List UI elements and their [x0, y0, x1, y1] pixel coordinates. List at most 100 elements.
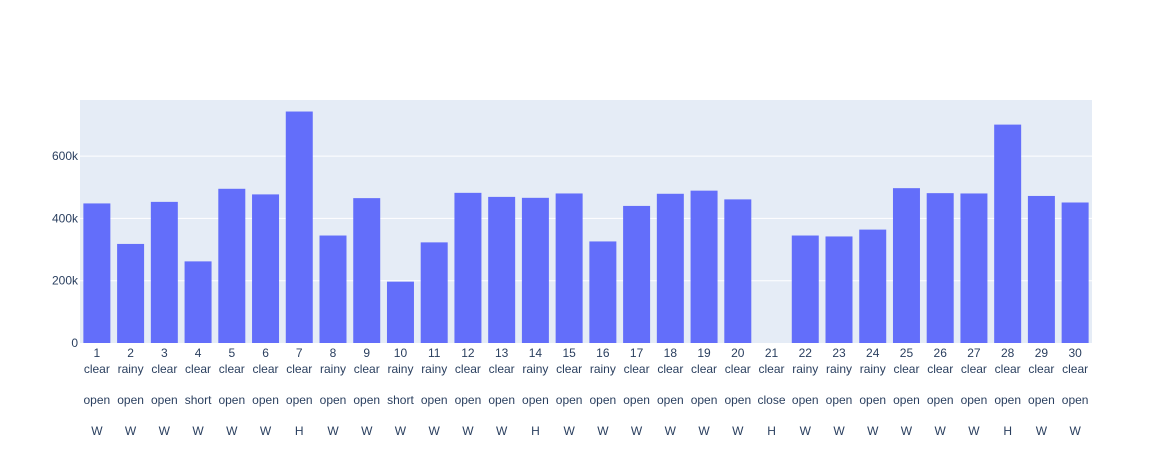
bar	[656, 193, 684, 343]
x-tick-day: 10	[394, 346, 408, 360]
x-tick-status: close	[758, 393, 786, 407]
x-tick-day: 16	[596, 346, 610, 360]
x-tick-status: open	[117, 393, 144, 407]
x-tick-status: open	[218, 393, 245, 407]
bar	[555, 193, 583, 343]
x-tick-type: W	[462, 424, 474, 438]
x-tick-day: 25	[900, 346, 914, 360]
x-tick-type: W	[800, 424, 812, 438]
x-tick-type: H	[531, 424, 540, 438]
x-tick-day: 23	[832, 346, 846, 360]
x-tick-type: W	[1036, 424, 1048, 438]
x-tick-status: open	[657, 393, 684, 407]
bar	[252, 194, 280, 343]
x-tick-type: W	[260, 424, 272, 438]
bar	[386, 281, 414, 343]
x-tick-status: open	[961, 393, 988, 407]
x-tick-type: W	[496, 424, 508, 438]
x-tick-weather: rainy	[118, 362, 144, 376]
bar	[218, 188, 246, 343]
bar	[184, 261, 212, 343]
bar	[1061, 202, 1089, 343]
x-tick-day: 18	[664, 346, 678, 360]
x-tick-day: 8	[330, 346, 337, 360]
x-tick-day: 4	[195, 346, 202, 360]
x-tick-type: W	[597, 424, 609, 438]
x-tick-day: 30	[1068, 346, 1082, 360]
y-tick-label: 200k	[52, 274, 79, 288]
x-tick-day: 12	[461, 346, 475, 360]
bar	[791, 235, 819, 343]
x-tick-day: 7	[296, 346, 303, 360]
x-tick-status: open	[590, 393, 617, 407]
x-tick-type: W	[192, 424, 204, 438]
bar	[1027, 195, 1055, 343]
x-tick-day: 1	[94, 346, 101, 360]
x-tick-day: 22	[799, 346, 813, 360]
x-tick-weather: rainy	[826, 362, 852, 376]
x-tick-type: W	[563, 424, 575, 438]
x-tick-status: open	[84, 393, 111, 407]
x-tick-status: open	[623, 393, 650, 407]
bar	[892, 188, 920, 343]
x-tick-weather: clear	[253, 362, 279, 376]
x-tick-weather: rainy	[421, 362, 447, 376]
x-tick-status: open	[927, 393, 954, 407]
x-tick-weather: clear	[286, 362, 312, 376]
x-tick-weather: clear	[151, 362, 177, 376]
bar	[960, 193, 988, 343]
x-tick-day: 29	[1035, 346, 1049, 360]
x-tick-status: open	[286, 393, 313, 407]
y-tick-label: 600k	[52, 149, 79, 163]
x-tick-weather: clear	[961, 362, 987, 376]
x-tick-status: open	[522, 393, 549, 407]
bars	[83, 111, 1089, 344]
x-tick-type: H	[767, 424, 776, 438]
y-tick-label: 0	[71, 336, 78, 350]
x-tick-weather: rainy	[792, 362, 818, 376]
x-tick-status: open	[1062, 393, 1089, 407]
plot-background	[80, 100, 1092, 343]
x-tick-type: W	[125, 424, 137, 438]
x-tick-day: 20	[731, 346, 745, 360]
x-tick-status: open	[893, 393, 920, 407]
x-tick-type: W	[395, 424, 407, 438]
x-tick-weather: clear	[893, 362, 919, 376]
x-tick-weather: clear	[354, 362, 380, 376]
x-tick-status: open	[320, 393, 347, 407]
x-tick-type: W	[226, 424, 238, 438]
x-tick-day: 14	[529, 346, 543, 360]
x-tick-status: open	[1028, 393, 1055, 407]
bar	[926, 193, 954, 343]
x-tick-status: short	[185, 393, 212, 407]
x-tick-type: W	[429, 424, 441, 438]
x-tick-weather: clear	[691, 362, 717, 376]
x-tick-type: W	[1069, 424, 1081, 438]
bar	[859, 229, 887, 343]
x-tick-weather: clear	[1028, 362, 1054, 376]
x-tick-status: short	[387, 393, 414, 407]
x-tick-status: open	[488, 393, 515, 407]
x-tick-day: 28	[1001, 346, 1015, 360]
x-tick-status: open	[353, 393, 380, 407]
x-tick-day: 13	[495, 346, 509, 360]
x-tick-status: open	[421, 393, 448, 407]
bar	[690, 190, 718, 343]
x-tick-weather: clear	[624, 362, 650, 376]
x-tick-status: open	[556, 393, 583, 407]
bar	[420, 242, 448, 343]
bar	[319, 235, 347, 343]
x-tick-weather: clear	[759, 362, 785, 376]
x-tick-type: H	[1003, 424, 1012, 438]
x-tick-day: 11	[428, 346, 441, 360]
x-tick-day: 26	[934, 346, 948, 360]
x-tick-type: W	[327, 424, 339, 438]
bar	[150, 201, 178, 343]
x-tick-type: W	[698, 424, 710, 438]
x-tick-weather: rainy	[590, 362, 616, 376]
y-tick-label: 400k	[52, 211, 79, 225]
x-tick-weather: clear	[185, 362, 211, 376]
x-tick-day: 15	[562, 346, 576, 360]
bar	[83, 203, 111, 343]
x-tick-type: W	[159, 424, 171, 438]
